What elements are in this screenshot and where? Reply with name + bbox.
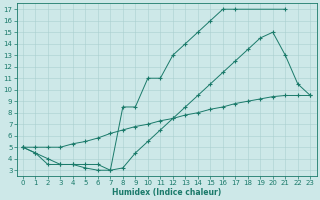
X-axis label: Humidex (Indice chaleur): Humidex (Indice chaleur) (112, 188, 221, 197)
